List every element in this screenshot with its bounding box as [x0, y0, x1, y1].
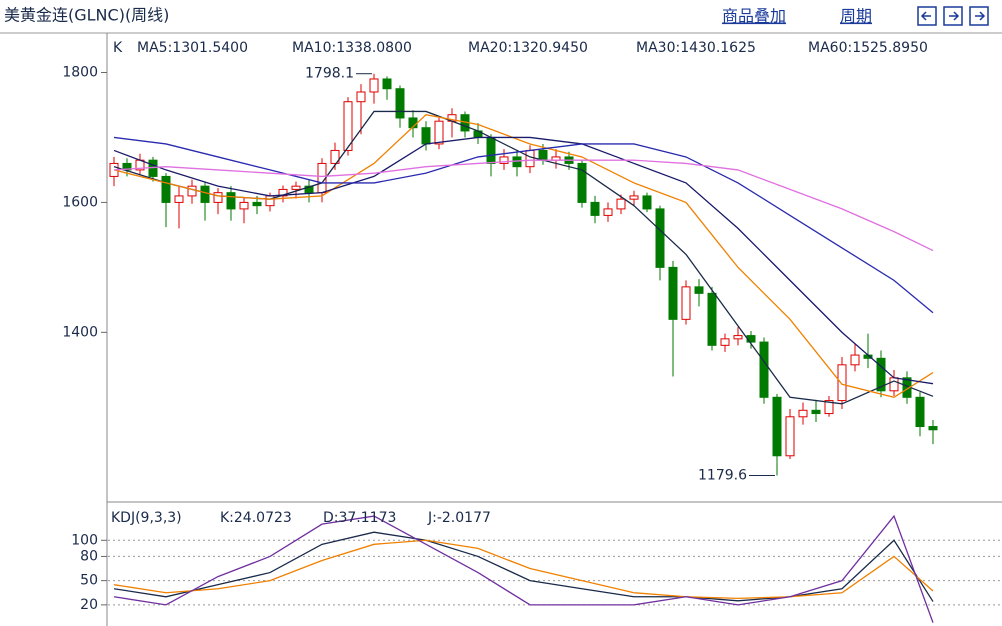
- candle-body: [876, 357, 886, 392]
- y-tick-label: 50: [80, 573, 98, 589]
- y-tick-label: 1800: [62, 64, 98, 80]
- candle-body: [590, 201, 600, 216]
- header-bar: [0, 0, 1002, 33]
- candle-body: [785, 416, 795, 457]
- header-title: 美黄金连(GLNC)(周线): [4, 6, 169, 25]
- legend-entry: MA5:1301.5400: [137, 40, 248, 56]
- kdj-line: [113, 531, 934, 602]
- candle-body: [421, 127, 431, 145]
- annotation-label: 1179.6: [698, 468, 747, 484]
- ma-line: [113, 114, 934, 399]
- candle-body: [915, 396, 925, 428]
- candle-body: [629, 195, 639, 200]
- candle-body: [291, 185, 301, 190]
- candle-body: [720, 338, 730, 346]
- legend-entry: MA10:1338.0800: [292, 40, 412, 56]
- y-tick-label: 1600: [62, 194, 98, 210]
- candle-body: [304, 185, 314, 194]
- legend-entry: MA60:1525.8950: [808, 40, 928, 56]
- ma-line: [113, 136, 934, 385]
- kdj-line: [113, 539, 934, 600]
- candle-body: [681, 286, 691, 320]
- legend-entry: D:37.1173: [323, 510, 396, 526]
- annotation-label: 1798.1: [305, 66, 354, 82]
- kdj-line: [113, 514, 934, 623]
- y-tick-label: 100: [71, 532, 98, 548]
- candle-body: [928, 426, 938, 431]
- candle-body: [733, 335, 743, 340]
- candle-body: [330, 149, 340, 164]
- candle-body: [668, 266, 678, 320]
- candle-body: [499, 156, 509, 164]
- ma-line: [113, 136, 934, 314]
- candle-body: [616, 198, 626, 210]
- candle-body: [252, 201, 262, 207]
- candle-body: [382, 78, 392, 90]
- candle-body: [122, 162, 132, 171]
- legend-entry: J:-2.0177: [427, 510, 491, 526]
- candle-body: [642, 195, 652, 210]
- candle-body: [265, 195, 275, 207]
- candle-body: [824, 400, 834, 415]
- candle-body: [369, 78, 379, 93]
- candle-body: [655, 208, 665, 268]
- plot-area: [109, 73, 938, 476]
- candle-body: [603, 208, 613, 216]
- candle-body: [694, 286, 704, 294]
- candle-body: [161, 175, 171, 203]
- candle-body: [525, 149, 535, 168]
- candle-body: [187, 185, 197, 197]
- candle-body: [226, 192, 236, 210]
- candle-body: [798, 409, 808, 418]
- plot-area: [113, 514, 934, 623]
- candle-body: [200, 185, 210, 203]
- candle-body: [538, 149, 548, 161]
- ma-line: [113, 159, 934, 252]
- candle-body: [850, 354, 860, 366]
- candle-body: [837, 364, 847, 402]
- candle-body: [213, 192, 223, 203]
- legend-entry: MA30:1430.1625: [636, 40, 756, 56]
- candle-body: [343, 101, 353, 151]
- candle-body: [278, 188, 288, 197]
- candle-body: [174, 195, 184, 203]
- candle-body: [707, 292, 717, 346]
- candle-body: [395, 88, 405, 119]
- candle-body: [759, 341, 769, 398]
- overlay-button[interactable]: 商品叠加: [722, 7, 786, 26]
- candle-body: [486, 136, 496, 164]
- indicator-title: KDJ(9,3,3): [111, 510, 182, 526]
- candle-body: [811, 409, 821, 415]
- ma-line: [113, 110, 934, 405]
- candle-body: [889, 377, 899, 392]
- toolbar-icons[interactable]: [917, 6, 989, 26]
- candle-body: [434, 120, 444, 145]
- legend-label: K: [113, 40, 123, 56]
- legend-entry: K:24.0723: [220, 510, 292, 526]
- candle-body: [239, 201, 249, 210]
- candle-body: [577, 162, 587, 203]
- y-tick-label: 1400: [62, 324, 98, 340]
- y-tick-label: 20: [80, 597, 98, 613]
- candle-body: [772, 396, 782, 457]
- candle-body: [356, 91, 366, 103]
- period-button[interactable]: 周期: [840, 7, 872, 26]
- legend-entry: MA20:1320.9450: [468, 40, 588, 56]
- y-tick-label: 80: [80, 548, 98, 564]
